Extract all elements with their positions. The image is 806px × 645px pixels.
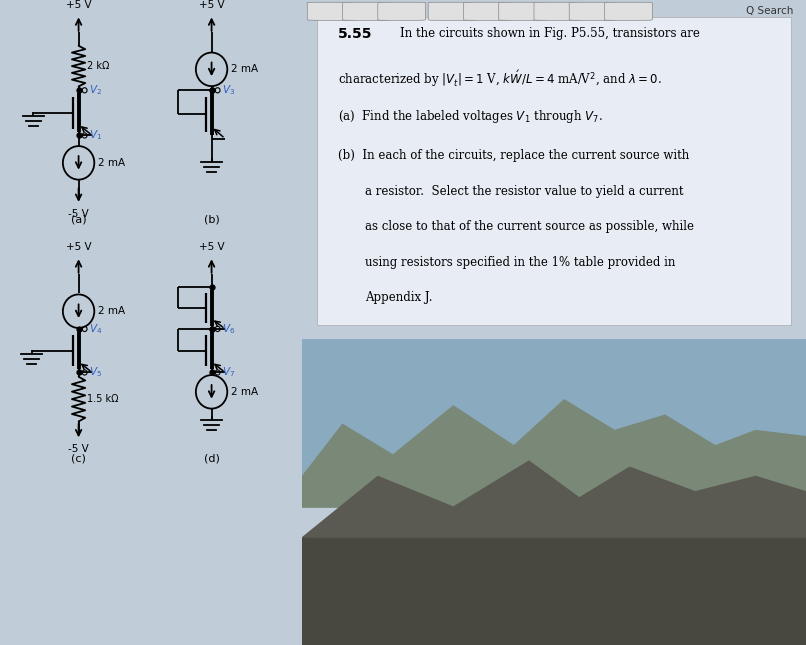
Text: as close to that of the current source as possible, while: as close to that of the current source a… bbox=[365, 220, 694, 233]
Text: -5 V: -5 V bbox=[69, 209, 89, 219]
Polygon shape bbox=[302, 400, 806, 507]
FancyBboxPatch shape bbox=[499, 3, 546, 20]
FancyBboxPatch shape bbox=[604, 3, 652, 20]
Text: (c): (c) bbox=[71, 453, 86, 463]
Text: (d): (d) bbox=[204, 453, 219, 463]
Text: (a)  Find the labeled voltages $V_1$ through $V_7$.: (a) Find the labeled voltages $V_1$ thro… bbox=[338, 108, 603, 125]
Text: $V_6$: $V_6$ bbox=[222, 322, 235, 336]
Text: -5 V: -5 V bbox=[69, 444, 89, 455]
Text: +5 V: +5 V bbox=[66, 242, 91, 252]
Polygon shape bbox=[302, 461, 806, 645]
Text: using resistors specified in the 1% table provided in: using resistors specified in the 1% tabl… bbox=[365, 255, 675, 269]
Text: 2 mA: 2 mA bbox=[231, 387, 258, 397]
FancyBboxPatch shape bbox=[307, 3, 355, 20]
Text: $V_1$: $V_1$ bbox=[89, 128, 102, 143]
Text: 2 mA: 2 mA bbox=[98, 306, 125, 316]
FancyBboxPatch shape bbox=[534, 3, 582, 20]
Text: $V_2$: $V_2$ bbox=[89, 83, 102, 97]
Polygon shape bbox=[302, 538, 806, 645]
Text: (b): (b) bbox=[204, 215, 219, 224]
Text: $V_7$: $V_7$ bbox=[222, 366, 235, 379]
Text: $V_3$: $V_3$ bbox=[222, 83, 235, 97]
Text: $V_4$: $V_4$ bbox=[89, 322, 102, 336]
Text: 2 mA: 2 mA bbox=[98, 158, 125, 168]
Text: (a): (a) bbox=[71, 215, 86, 224]
Text: +5 V: +5 V bbox=[199, 242, 224, 252]
FancyBboxPatch shape bbox=[569, 3, 617, 20]
FancyBboxPatch shape bbox=[428, 3, 476, 20]
Text: $V_5$: $V_5$ bbox=[89, 366, 102, 379]
Text: Q Search: Q Search bbox=[746, 6, 793, 16]
Text: (b)  In each of the circuits, replace the current source with: (b) In each of the circuits, replace the… bbox=[338, 149, 689, 162]
FancyBboxPatch shape bbox=[463, 3, 511, 20]
Text: Appendix J.: Appendix J. bbox=[365, 292, 433, 304]
FancyBboxPatch shape bbox=[378, 3, 426, 20]
Text: 2 kΩ: 2 kΩ bbox=[87, 61, 110, 71]
Text: a resistor.  Select the resistor value to yield a current: a resistor. Select the resistor value to… bbox=[365, 184, 683, 197]
Text: 2 mA: 2 mA bbox=[231, 64, 258, 74]
Text: characterized by $|V_t| = 1$ V, $k\'W/L = 4$ mA/V$^2$, and $\lambda = 0$.: characterized by $|V_t| = 1$ V, $k\'W/L … bbox=[338, 68, 662, 89]
FancyBboxPatch shape bbox=[318, 17, 791, 325]
FancyBboxPatch shape bbox=[343, 3, 390, 20]
Text: 1.5 kΩ: 1.5 kΩ bbox=[87, 394, 118, 404]
Text: +5 V: +5 V bbox=[199, 0, 224, 10]
Text: +5 V: +5 V bbox=[66, 0, 91, 10]
Text: In the circuits shown in Fig. P5.55, transistors are: In the circuits shown in Fig. P5.55, tra… bbox=[401, 27, 700, 40]
Polygon shape bbox=[302, 339, 806, 507]
Text: 5.55: 5.55 bbox=[338, 27, 372, 41]
